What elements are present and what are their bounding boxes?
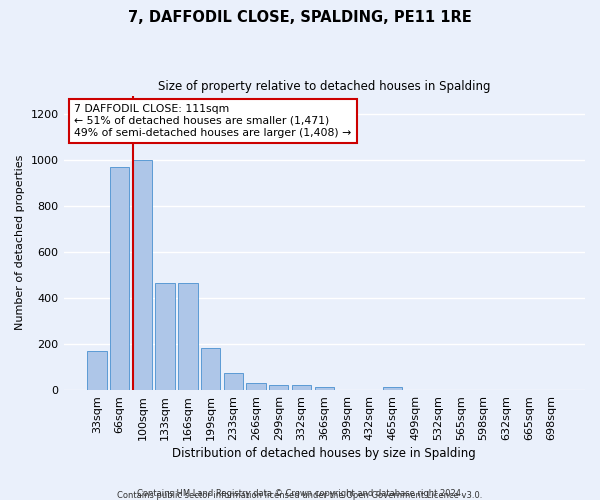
Text: 7, DAFFODIL CLOSE, SPALDING, PE11 1RE: 7, DAFFODIL CLOSE, SPALDING, PE11 1RE (128, 10, 472, 25)
Bar (110, 167, 130, 390)
Bar (201, 348, 220, 390)
Text: Contains public sector information licensed under the Open Government Licence v3: Contains public sector information licen… (118, 491, 482, 500)
Bar (155, 283, 175, 390)
Bar (269, 385, 289, 390)
Bar (178, 283, 197, 390)
Bar (383, 388, 402, 390)
Text: 7 DAFFODIL CLOSE: 111sqm
← 51% of detached houses are smaller (1,471)
49% of sem: 7 DAFFODIL CLOSE: 111sqm ← 51% of detach… (74, 104, 351, 138)
Bar (224, 373, 243, 390)
Title: Size of property relative to detached houses in Spalding: Size of property relative to detached ho… (158, 80, 491, 93)
X-axis label: Distribution of detached houses by size in Spalding: Distribution of detached houses by size … (172, 447, 476, 460)
Bar (314, 388, 334, 390)
Bar (292, 386, 311, 390)
Y-axis label: Number of detached properties: Number of detached properties (15, 155, 25, 330)
Text: Contains HM Land Registry data © Crown copyright and database right 2024.: Contains HM Land Registry data © Crown c… (137, 488, 463, 498)
Bar (87, 351, 107, 390)
Bar (247, 383, 266, 390)
Bar (133, 160, 152, 390)
